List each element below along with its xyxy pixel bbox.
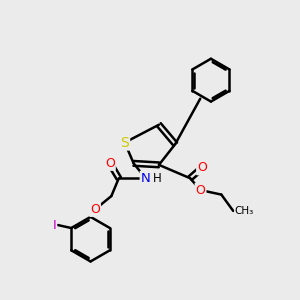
Text: O: O [105,157,115,170]
Text: O: O [196,184,206,196]
Text: CH₃: CH₃ [235,206,254,216]
Text: S: S [120,136,129,150]
Text: H: H [152,172,161,185]
Text: N: N [141,172,150,185]
Text: O: O [197,161,207,174]
Text: O: O [90,203,100,216]
Text: I: I [52,218,56,232]
